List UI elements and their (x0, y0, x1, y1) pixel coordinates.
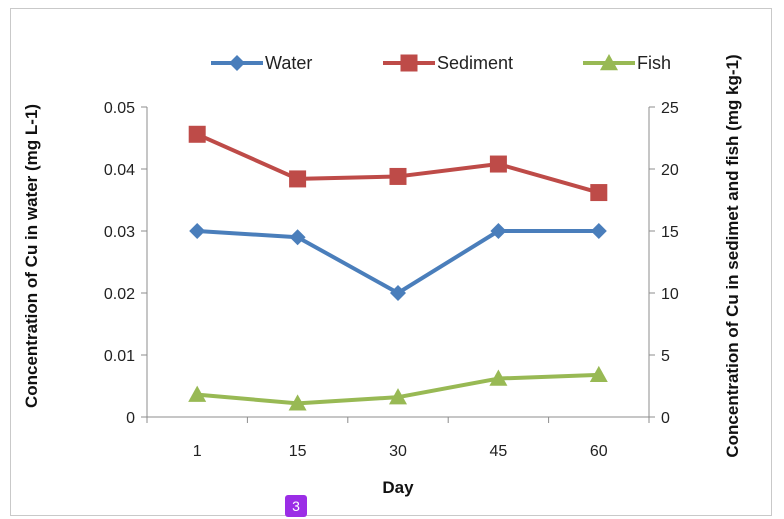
fish-point (589, 365, 608, 383)
sediment-point (400, 54, 418, 72)
sediment-point (489, 155, 507, 173)
y-right-tick-label: 10 (661, 286, 679, 303)
legend-label: Water (265, 53, 312, 73)
chart-frame: Water Sediment Fish 0 0.01 0.02 0.03 0.04 0.05 0… (10, 8, 772, 516)
water-point (289, 229, 306, 246)
series-layer (188, 125, 608, 411)
legend-item-water: Water (211, 53, 312, 73)
water-point (490, 223, 507, 239)
axes: 0 0.01 0.02 0.03 0.04 0.05 0 5 10 15 20 25 1 15 30 45 60 (104, 100, 679, 460)
fish-point (188, 385, 207, 402)
chart: Water Sediment Fish 00.010.020.030.040.050… (22, 53, 742, 497)
legend-label: Fish (637, 53, 671, 73)
y-right-tick-label: 0 (661, 410, 670, 427)
water-point (189, 223, 206, 239)
fish-point (389, 388, 407, 405)
fish-point (489, 369, 508, 386)
sediment-point (188, 125, 206, 143)
x-tick-label: 1 (193, 443, 202, 460)
water-point (229, 55, 245, 71)
series-fish (188, 365, 608, 411)
y-left-tick-label: 0.01 (104, 348, 135, 365)
y-right-tick-label: 15 (661, 224, 679, 241)
y-right-tick-label: 25 (661, 100, 679, 117)
y-left-tick-label: 0.02 (104, 286, 135, 303)
legend-item-sediment: Sediment (383, 53, 513, 73)
sediment-point (389, 167, 407, 185)
y-left-tick-label: 0.05 (104, 100, 135, 117)
legend-item-fish: Fish (583, 53, 671, 73)
legend: Water Sediment Fish (211, 53, 671, 73)
x-tick-label: 30 (389, 443, 407, 460)
series-water (189, 223, 607, 301)
x-tick-label: 45 (490, 443, 508, 460)
y-axis-right-title: Concentration of Cu in sedimet and fish … (723, 54, 742, 457)
legend-label: Sediment (437, 53, 513, 73)
water-point (590, 223, 607, 239)
sediment-point (590, 184, 608, 202)
series-sediment (188, 125, 608, 202)
y-right-tick-label: 5 (661, 348, 670, 365)
page-number-badge: 3 (285, 495, 307, 517)
y-right-tick-label: 20 (661, 162, 679, 179)
y-left-tick-label: 0 (126, 410, 135, 427)
fish-point (288, 394, 307, 411)
water-line (197, 229, 599, 295)
x-axis-title: Day (382, 478, 414, 497)
x-tick-label: 15 (289, 443, 307, 460)
y-axis-left-title: Concentration of Cu in water (mg L-1) (22, 104, 41, 408)
y-left-tick-label: 0.04 (104, 162, 135, 179)
sediment-point (289, 170, 307, 188)
y-left-tick-label: 0.03 (104, 224, 135, 241)
water-point (390, 285, 406, 301)
x-tick-label: 60 (590, 443, 608, 460)
fish-point (600, 54, 618, 71)
